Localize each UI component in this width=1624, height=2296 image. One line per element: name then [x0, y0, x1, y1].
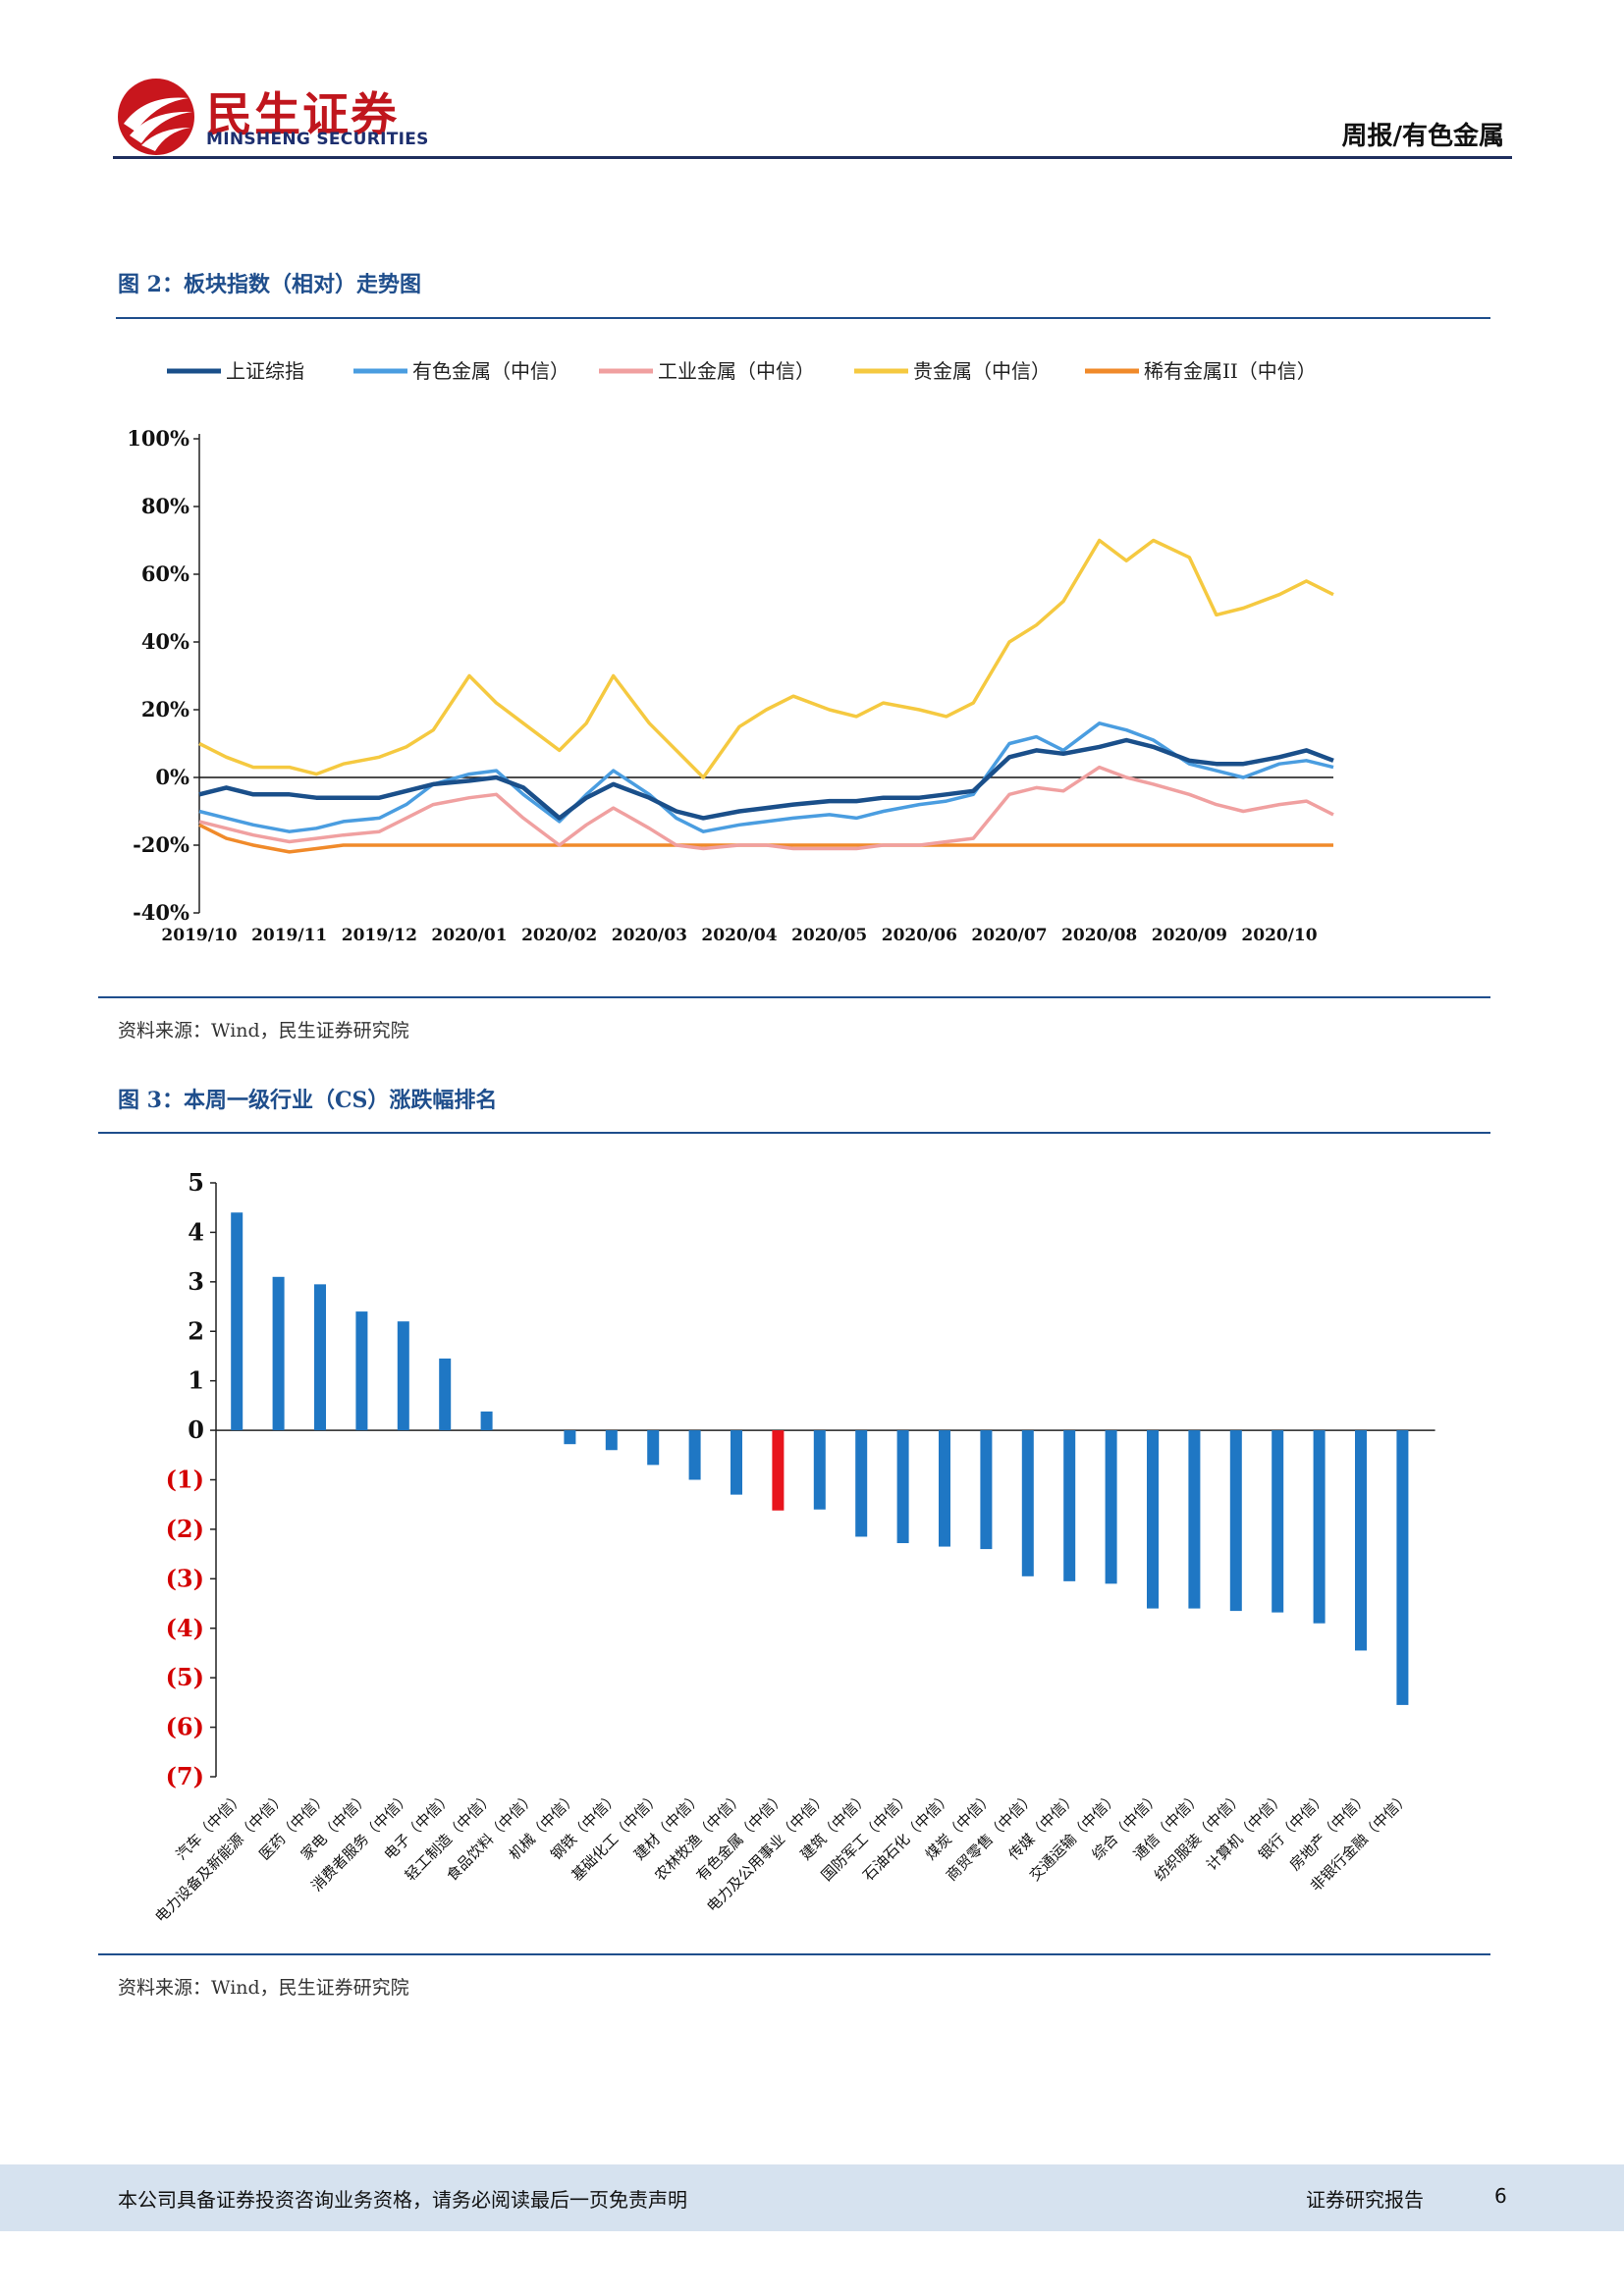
- bar-y-tick-label-4: 1: [188, 1366, 204, 1395]
- figure2-top-rule: [116, 317, 1490, 319]
- series-line-1: [198, 721, 1334, 833]
- line-chart: 上证综指 有色金属（中信） 工业金属（中信） 贵金属（中信） 稀有金属II（中信） 100…: [127, 359, 1334, 945]
- bar-y-tick-label-7: (2): [166, 1515, 204, 1543]
- series-line-0: [198, 737, 1334, 821]
- bar-0: [231, 1212, 244, 1431]
- bar-y-tick-label-3: 2: [188, 1316, 204, 1345]
- bar-y-tick-label-8: (3): [166, 1564, 204, 1592]
- bar-9: [605, 1430, 618, 1451]
- bar-14: [813, 1430, 826, 1510]
- bar-27: [1355, 1430, 1367, 1651]
- bar-16: [896, 1430, 909, 1544]
- y-tick-label-4: 20%: [141, 697, 189, 721]
- x-tick-label-0: 2019/10: [161, 926, 237, 945]
- report-section: 周报/有色金属: [1341, 122, 1505, 151]
- bar-y-tick-label-11: (6): [166, 1713, 204, 1741]
- figure2-source: 资料来源：Wind，民生证券研究院: [118, 1020, 409, 1041]
- bar-y-tick-label-9: (4): [166, 1614, 204, 1642]
- logo-icon: [118, 79, 194, 155]
- bar-y-tick-label-10: (5): [166, 1663, 204, 1691]
- x-tick-label-1: 2019/11: [251, 926, 327, 945]
- series-line-4: [198, 823, 1333, 854]
- x-tick-label-4: 2020/02: [521, 926, 597, 945]
- series-line-3: [198, 538, 1334, 779]
- bar-4: [397, 1321, 409, 1431]
- x-tick-label-5: 2020/03: [612, 926, 687, 945]
- legend-label-1: 有色金属（中信）: [412, 359, 569, 383]
- bar-10: [647, 1430, 660, 1466]
- bar-23: [1188, 1430, 1201, 1609]
- x-tick-label-2: 2019/12: [342, 926, 417, 945]
- x-tick-label-6: 2020/04: [701, 926, 777, 945]
- legend-label-4: 稀有金属II（中信）: [1144, 359, 1317, 383]
- y-tick-label-2: 60%: [141, 561, 189, 586]
- bar-y-tick-label-1: 4: [188, 1217, 204, 1246]
- figure3-source: 资料来源：Wind，民生证券研究院: [118, 1977, 409, 1999]
- x-tick-label-10: 2020/08: [1061, 926, 1137, 945]
- bar-5: [439, 1358, 452, 1431]
- bar-chart: 543210(1)(2)(3)(4)(5)(6)(7)汽车（中信）电力设备及新能…: [151, 1168, 1435, 1926]
- brand-name-en: MINSHENG SECURITIES: [206, 130, 429, 149]
- header-rule: [113, 156, 1512, 159]
- footer-bar: 本公司具备证券投资咨询业务资格，请务必阅读最后一页免责声明 证券研究报告 6: [0, 2164, 1624, 2231]
- bar-y-tick-label-0: 5: [188, 1168, 204, 1197]
- x-tick-label-9: 2020/07: [971, 926, 1047, 945]
- bar-17: [939, 1430, 950, 1547]
- bar-24: [1229, 1430, 1242, 1612]
- y-tick-label-1: 80%: [141, 494, 189, 518]
- y-tick-label-6: -20%: [133, 832, 189, 857]
- bar-18: [980, 1430, 993, 1550]
- x-tick-label-11: 2020/09: [1152, 926, 1227, 945]
- bar-y-tick-label-2: 3: [188, 1267, 204, 1296]
- bar-28: [1396, 1430, 1409, 1705]
- bar-11: [688, 1430, 701, 1480]
- bar-6: [480, 1411, 493, 1431]
- legend-label-2: 工业金属（中信）: [658, 359, 815, 383]
- x-tick-label-8: 2020/06: [882, 926, 957, 945]
- figure3-title: 图 3：本周一级行业（CS）涨跌幅排名: [118, 1088, 498, 1113]
- header: 民生证券 MINSHENG SECURITIES 周报/有色金属: [0, 0, 1624, 167]
- figure2-title: 图 2：板块指数（相对）走势图: [118, 272, 421, 297]
- x-tick-label-12: 2020/10: [1241, 926, 1317, 945]
- series-line-2: [198, 765, 1334, 851]
- bar-15: [855, 1430, 868, 1537]
- bar-13: [772, 1430, 785, 1511]
- bar-8: [564, 1430, 576, 1445]
- bar-y-tick-label-5: 0: [188, 1415, 204, 1444]
- y-tick-label-7: -40%: [133, 900, 189, 925]
- figure3-bottom-rule: [98, 1953, 1490, 1955]
- figure2-bottom-rule: [98, 996, 1490, 998]
- y-tick-label-5: 0%: [155, 765, 189, 789]
- y-tick-label-0: 100%: [127, 426, 189, 451]
- bar-1: [272, 1276, 285, 1431]
- x-tick-label-7: 2020/05: [791, 926, 867, 945]
- bar-22: [1147, 1430, 1159, 1609]
- bar-25: [1272, 1430, 1284, 1613]
- figure3-top-rule: [98, 1132, 1490, 1134]
- bar-26: [1313, 1430, 1326, 1624]
- x-tick-label-3: 2020/01: [431, 926, 507, 945]
- bar-y-tick-label-12: (7): [166, 1762, 204, 1790]
- bar-3: [355, 1311, 368, 1431]
- bar-2: [314, 1284, 326, 1431]
- bar-12: [731, 1430, 742, 1495]
- bar-20: [1063, 1430, 1076, 1581]
- footer-disclaimer: 本公司具备证券投资咨询业务资格，请务必阅读最后一页免责声明: [118, 2188, 687, 2212]
- bar-y-tick-label-6: (1): [166, 1466, 204, 1494]
- legend-label-3: 贵金属（中信）: [913, 359, 1051, 383]
- bar-21: [1105, 1430, 1117, 1584]
- footer-report-type: 证券研究报告: [1306, 2188, 1424, 2212]
- y-tick-label-3: 40%: [141, 629, 189, 654]
- legend-label-0: 上证综指: [226, 359, 304, 383]
- footer-page-number: 6: [1494, 2184, 1507, 2208]
- brand-name-cn: 民生证券: [206, 88, 399, 142]
- bar-19: [1021, 1430, 1034, 1576]
